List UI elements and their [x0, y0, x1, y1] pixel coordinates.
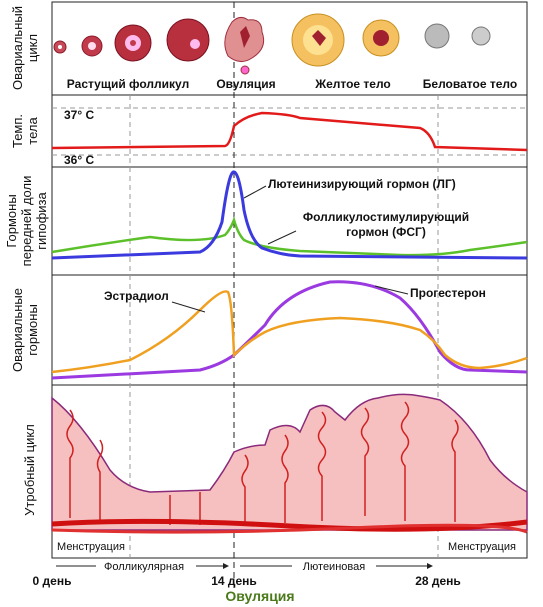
- footer: Овуляция: [225, 588, 294, 604]
- day-label: 0 день: [33, 574, 72, 588]
- estradiol-curve: [51, 290, 528, 374]
- progesterone-pointer: [374, 285, 409, 295]
- estradiol-pointer: [171, 301, 206, 313]
- day-label: 28 день: [415, 574, 461, 588]
- lh-label: Лютеинизирующий гормон (ЛГ): [268, 177, 456, 191]
- progesterone-label: Прогестерон: [410, 286, 486, 300]
- stage-label: Овуляция: [216, 77, 275, 91]
- fsh-curve: [51, 216, 528, 257]
- fsh-pointer: [267, 230, 297, 245]
- phase: Лютеиновая: [303, 561, 365, 573]
- fsh-label: Фолликулостимулирующий гормон (ФСГ): [303, 210, 469, 239]
- day-label: 14 день: [211, 574, 257, 588]
- panels: [51, 1, 528, 559]
- phase: Менструация: [57, 541, 125, 553]
- stage-label: Беловатое тело: [423, 77, 517, 91]
- temp-label: 36° C: [64, 153, 94, 167]
- lh-pointer: [243, 185, 267, 199]
- temp-label: 37° C: [64, 108, 94, 122]
- guides: [52, 95, 527, 558]
- phase: Фолликулярная: [104, 561, 184, 573]
- row-label: Овариальныегормоны: [10, 288, 40, 372]
- row-label: Овариальныйцикл: [10, 6, 40, 90]
- phase-labels: Менструация Менструация Фолликулярная Лю…: [53, 538, 526, 573]
- phase: Менструация: [448, 541, 516, 553]
- temp-curve: [51, 111, 528, 152]
- row-label: Утробный цикл: [22, 424, 37, 516]
- stage-label: Растущий фолликул: [67, 77, 189, 91]
- lh-curve: [51, 170, 528, 260]
- ovarian-icons: [53, 13, 491, 75]
- stage-label: Желтое тело: [314, 77, 391, 91]
- endometrium: [51, 393, 528, 534]
- row-label: Темп.тела: [10, 114, 40, 148]
- estradiol-label: Эстрадиол: [104, 289, 169, 303]
- row-label: Гормоныпередней долигипофиза: [4, 176, 49, 267]
